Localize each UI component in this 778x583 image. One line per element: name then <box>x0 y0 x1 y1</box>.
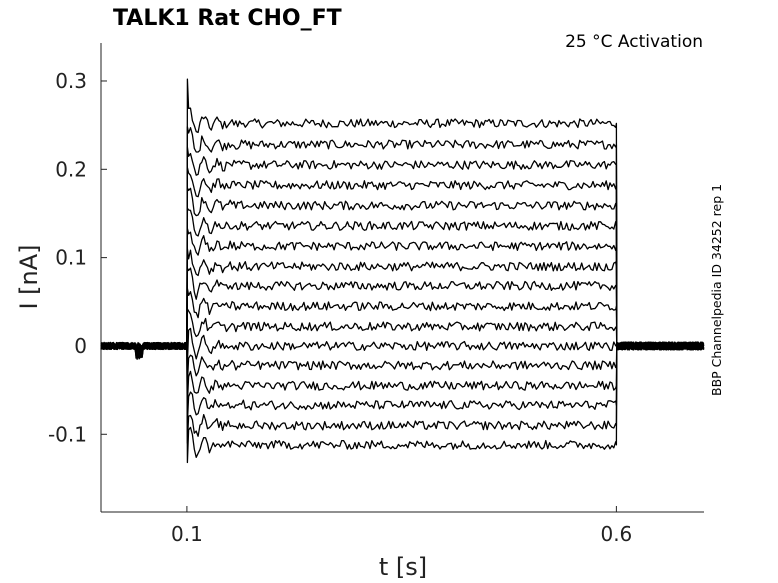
y-tick-label: 0 <box>74 334 87 358</box>
current-trace <box>100 327 705 365</box>
y-tick-label: 0.1 <box>55 246 87 270</box>
x-axis-label: t [s] <box>379 553 427 581</box>
chart-title: TALK1 Rat CHO_FT <box>113 6 342 31</box>
current-trace <box>101 341 705 444</box>
current-trace <box>100 341 704 405</box>
y-axis-label: I [nA] <box>15 244 43 309</box>
x-tick-label: 0.1 <box>171 522 203 546</box>
y-ticks: 0.3 0.2 0.1 0 -0.1 <box>48 69 107 446</box>
current-trace <box>100 267 705 355</box>
current-trace <box>100 341 705 464</box>
current-traces <box>100 78 705 464</box>
y-tick-label: -0.1 <box>48 422 87 446</box>
y-tick-label: 0.2 <box>55 157 87 181</box>
channelpedia-id-label: BBP Channelpedia ID 34252 rep 1 <box>709 184 724 396</box>
x-tick-label: 0.6 <box>600 522 632 546</box>
x-ticks: 0.1 0.6 <box>171 506 632 546</box>
y-tick-label: 0.3 <box>55 69 87 93</box>
condition-label: 25 °C Activation <box>565 32 703 52</box>
